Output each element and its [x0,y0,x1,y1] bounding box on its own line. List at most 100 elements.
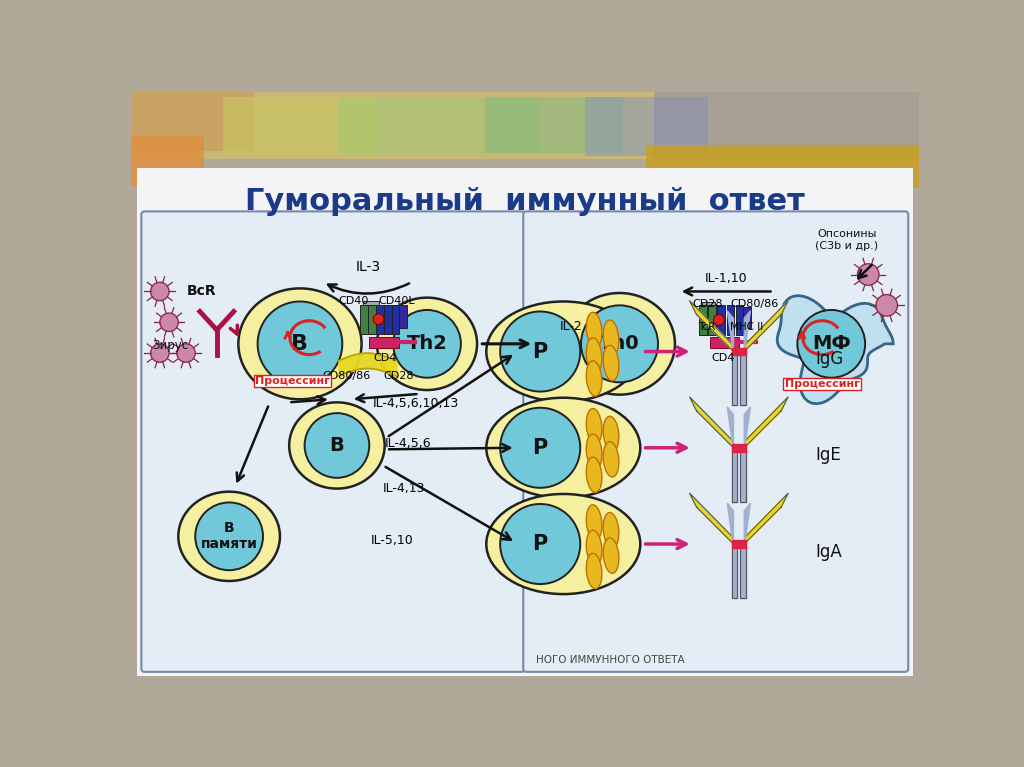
Polygon shape [740,448,745,502]
Circle shape [798,310,865,377]
Circle shape [304,413,370,478]
Ellipse shape [587,457,602,492]
Ellipse shape [587,312,602,347]
Text: Р: Р [532,534,548,554]
Text: IgG: IgG [816,351,844,368]
FancyBboxPatch shape [727,305,734,334]
Circle shape [857,264,879,285]
Ellipse shape [587,409,602,444]
Polygon shape [744,493,788,544]
Text: CD4: CD4 [712,353,735,363]
FancyBboxPatch shape [360,304,368,334]
Polygon shape [744,311,751,351]
FancyBboxPatch shape [646,145,920,187]
Text: IL-2: IL-2 [560,321,583,334]
Circle shape [160,313,178,331]
Text: BcR: BcR [186,285,216,298]
Text: Th2: Th2 [407,334,447,354]
Text: В
памяти: В памяти [201,522,258,551]
Text: Р: Р [532,438,548,458]
Circle shape [714,314,724,325]
Polygon shape [727,407,733,448]
FancyBboxPatch shape [369,304,376,334]
Text: Р: Р [532,341,548,361]
Text: CD80/86: CD80/86 [322,371,371,381]
Circle shape [196,502,263,570]
FancyBboxPatch shape [137,168,912,676]
FancyBboxPatch shape [141,212,524,672]
Polygon shape [689,301,733,351]
Ellipse shape [603,345,618,380]
FancyBboxPatch shape [698,305,707,334]
FancyBboxPatch shape [391,304,399,334]
Text: TcR: TcR [697,322,715,332]
Ellipse shape [603,442,618,477]
Text: IL-4,5,6: IL-4,5,6 [384,437,431,450]
Circle shape [581,305,658,382]
Ellipse shape [603,512,618,548]
FancyBboxPatch shape [743,307,752,328]
Text: CD80/86: CD80/86 [730,299,778,309]
Ellipse shape [564,293,675,395]
Circle shape [151,282,169,301]
Text: CD40: CD40 [339,297,369,307]
Polygon shape [727,311,733,351]
Ellipse shape [587,505,602,540]
Text: B: B [330,436,344,455]
Polygon shape [744,397,788,448]
Ellipse shape [587,530,602,565]
FancyBboxPatch shape [370,337,398,347]
Polygon shape [689,397,733,448]
Text: Гуморальный  иммунный  ответ: Гуморальный иммунный ответ [245,187,805,216]
FancyBboxPatch shape [131,136,204,186]
Ellipse shape [587,360,602,396]
Circle shape [500,504,581,584]
Polygon shape [732,448,737,502]
Text: Th0: Th0 [599,334,640,354]
Text: CD4: CD4 [373,353,396,363]
Ellipse shape [603,320,618,355]
Ellipse shape [587,337,602,373]
Ellipse shape [603,538,618,573]
Text: CD40L: CD40L [378,297,415,307]
FancyBboxPatch shape [399,305,407,328]
Ellipse shape [486,494,640,594]
Polygon shape [689,493,733,544]
Polygon shape [744,407,751,448]
Polygon shape [732,444,745,452]
Circle shape [373,314,384,324]
Text: IgE: IgE [816,446,842,465]
FancyBboxPatch shape [710,337,739,347]
Text: Зирус: Зирус [153,339,188,352]
Polygon shape [777,295,893,403]
Ellipse shape [486,301,640,402]
Text: IL-5,10: IL-5,10 [371,534,414,547]
Polygon shape [732,351,737,406]
Circle shape [177,344,196,362]
Circle shape [151,344,169,362]
Circle shape [393,310,461,377]
FancyBboxPatch shape [523,212,908,672]
Polygon shape [740,544,745,598]
Polygon shape [740,351,745,406]
Ellipse shape [377,298,477,390]
Circle shape [258,301,342,386]
FancyBboxPatch shape [717,305,725,334]
Text: МФ: МФ [812,334,851,354]
FancyBboxPatch shape [384,304,391,334]
FancyBboxPatch shape [376,304,384,334]
Polygon shape [727,503,733,544]
Circle shape [876,295,897,316]
Text: Опсонины
(C3b и др.): Опсонины (C3b и др.) [815,229,879,251]
Polygon shape [744,503,751,544]
Polygon shape [732,540,745,548]
Text: Процессинг: Процессинг [784,379,859,389]
Polygon shape [732,347,745,355]
Ellipse shape [587,434,602,469]
Circle shape [500,408,581,488]
Text: IL-1,10: IL-1,10 [705,272,748,285]
Text: B: B [292,334,308,354]
Text: НОГО ИММУННОГО ОТВЕТА: НОГО ИММУННОГО ОТВЕТА [536,654,684,664]
FancyBboxPatch shape [364,301,379,319]
Text: MHC II: MHC II [730,322,763,332]
